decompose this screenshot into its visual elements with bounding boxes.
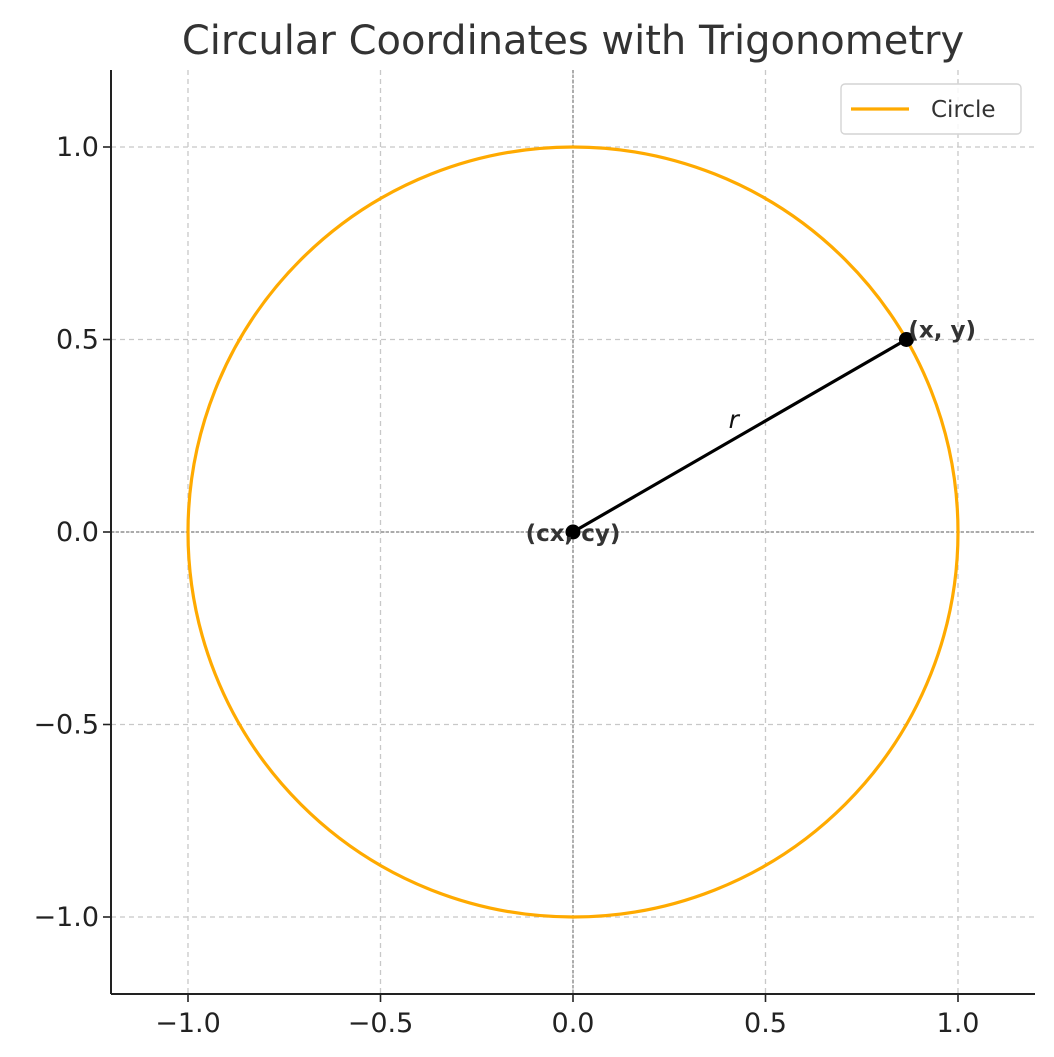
series-layer: r (cx, cy) (x, y): [186, 145, 976, 919]
circumference-point: [898, 332, 914, 347]
circumference-point-label: (x, y): [908, 318, 976, 344]
legend-label-0: Circle: [931, 97, 996, 123]
legend-box: [840, 83, 1022, 135]
circle-series-line: [186, 145, 960, 919]
y-tick-label-2: 0.0: [56, 517, 99, 548]
legend: Circle: [840, 83, 1022, 135]
y-tick-label-1: −0.5: [33, 710, 99, 741]
radius-label: r: [729, 405, 741, 434]
y-tick-label-3: 0.5: [56, 325, 99, 356]
x-tick-label-0: −1.0: [155, 1008, 221, 1039]
x-tick-label-2: 0.0: [552, 1008, 595, 1039]
center-point: [565, 524, 581, 540]
center-point-label: (cx, cy): [526, 521, 621, 547]
x-tick-label-4: 1.0: [937, 1008, 980, 1039]
radius-segment: [572, 338, 908, 534]
x-tick-label-1: −0.5: [348, 1008, 414, 1039]
y-tick-label-0: −1.0: [33, 902, 99, 933]
ticks: −1.0 −0.5 0.0 0.5 1.0 −1.0 −0.5 0.0 0.5 1.0: [33, 132, 979, 1039]
chart-title: Circular Coordinates with Trigonometry: [182, 18, 964, 64]
x-tick-label-3: 0.5: [744, 1008, 787, 1039]
y-tick-label-4: 1.0: [56, 132, 99, 163]
